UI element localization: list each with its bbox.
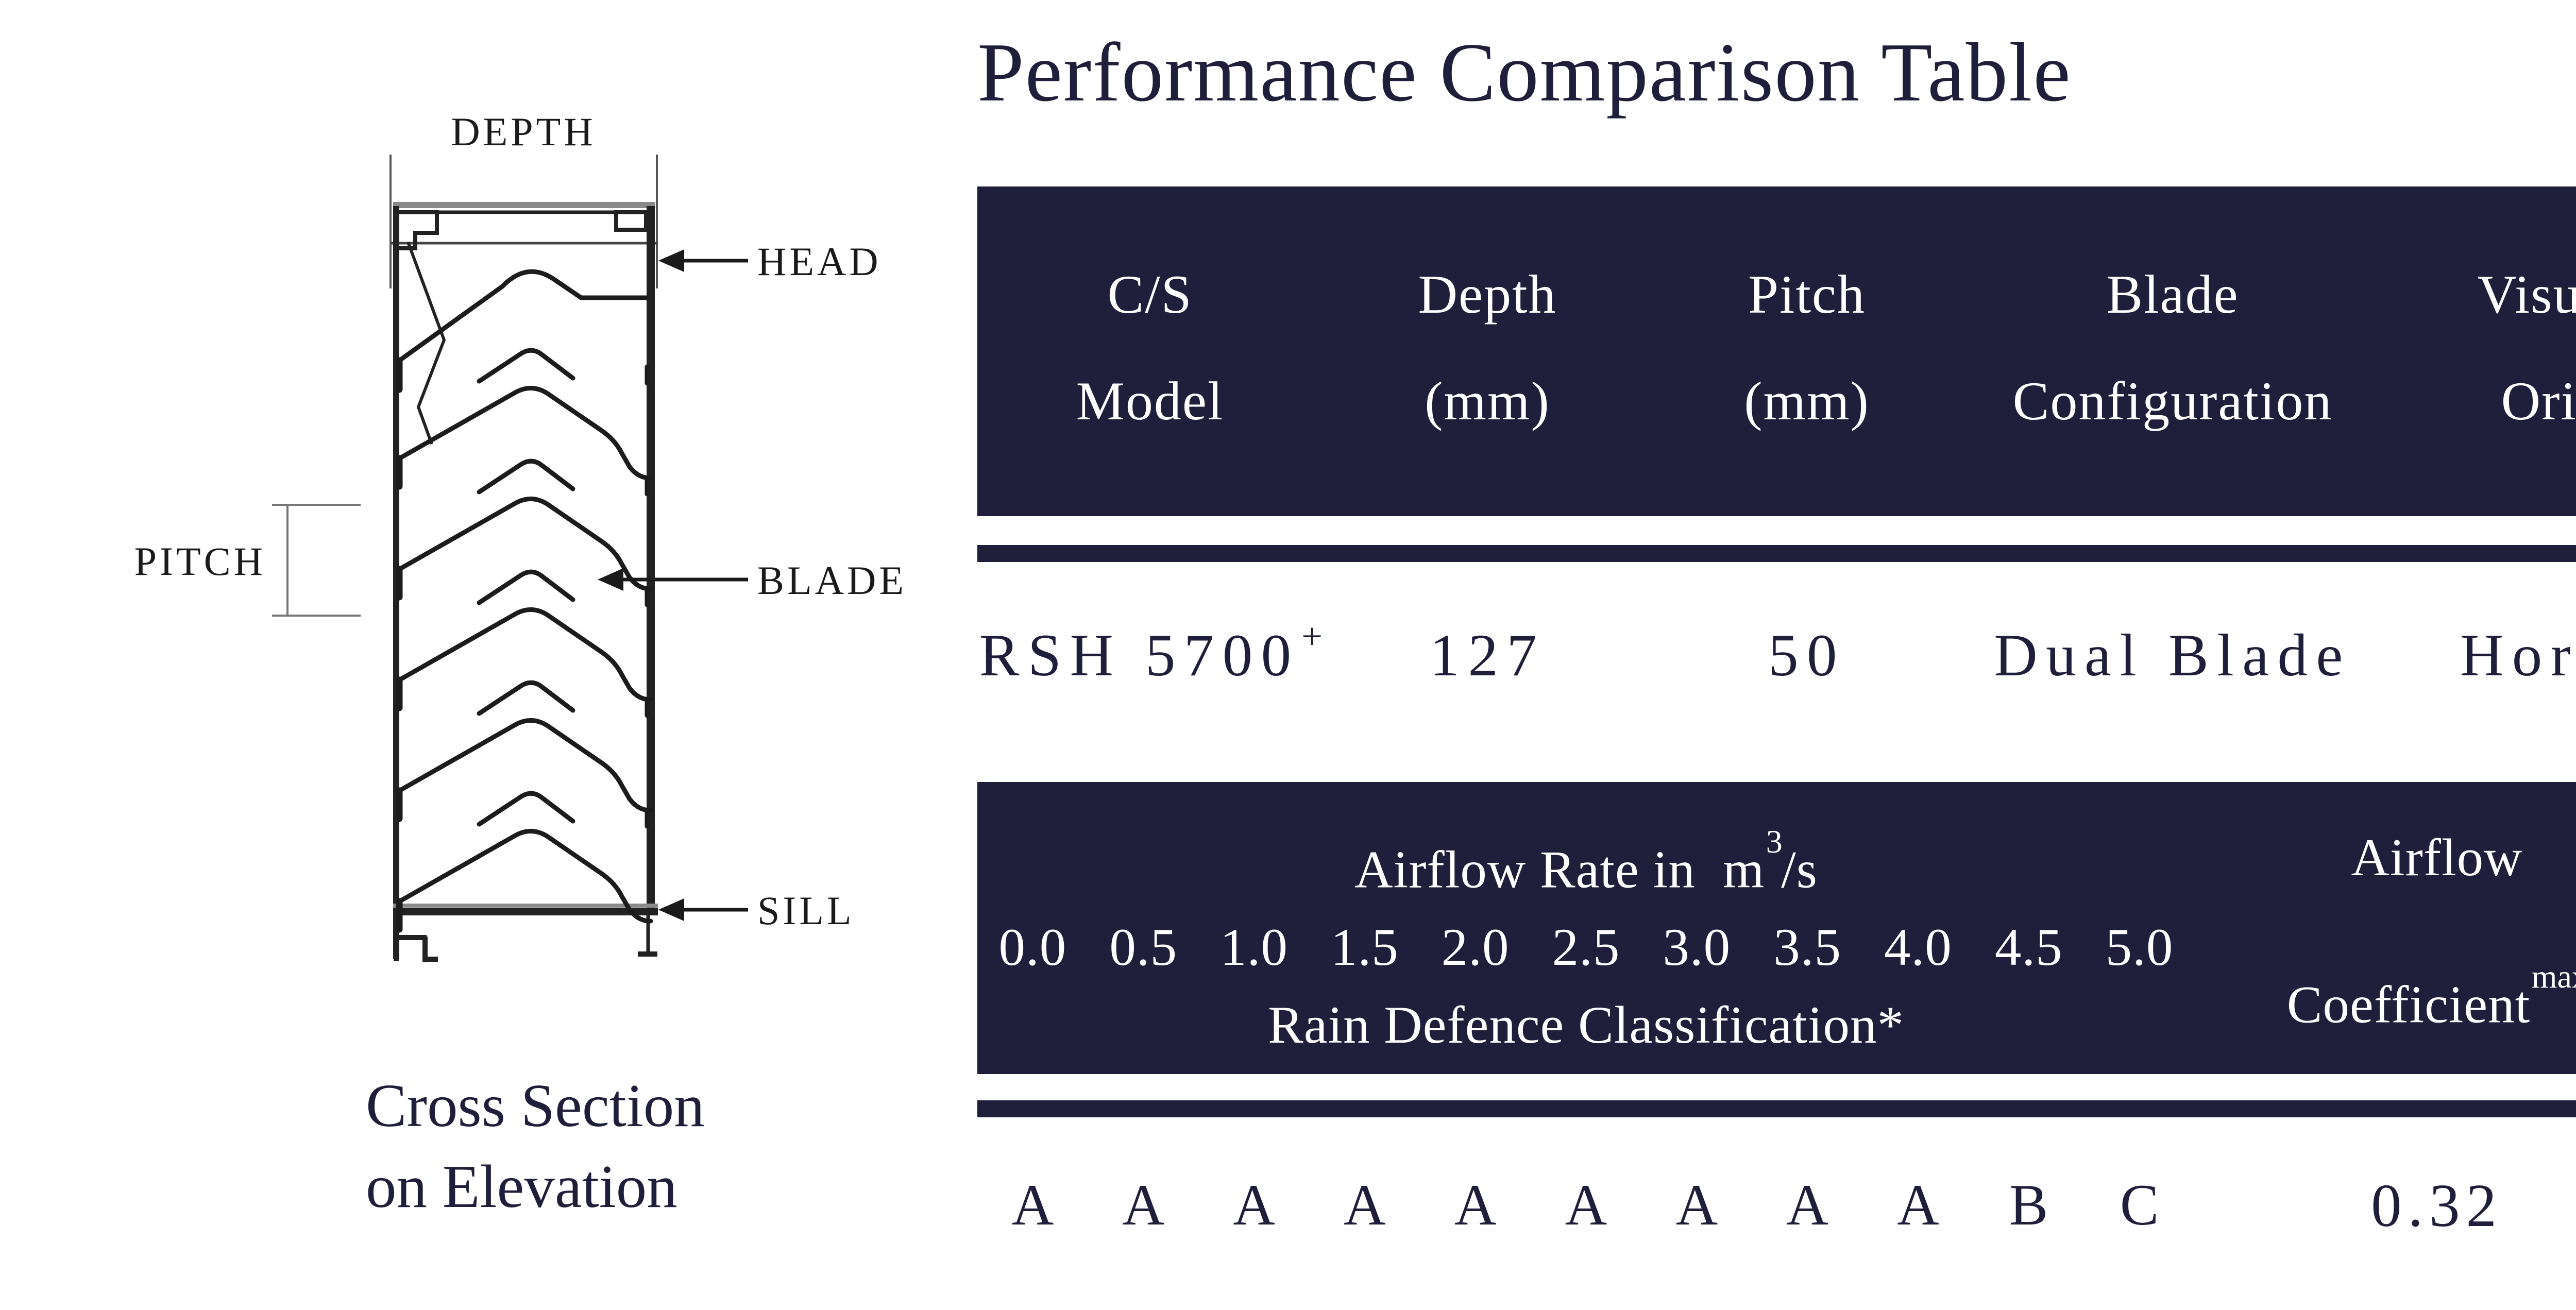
rain-defence-classification-title: Rain Defence Classification* xyxy=(1268,995,1904,1054)
sill-arrow-icon xyxy=(658,898,684,921)
table1-header-blade-configuration: Blade Configuration xyxy=(2012,264,2333,431)
table2-header-airflow-rate: Airflow Rate in m3/s 0.0 0.5 1.0 1.5 2.0… xyxy=(977,782,2195,1074)
table1-header-depth: Depth (mm) xyxy=(1418,264,1557,431)
classification-value: A xyxy=(1011,1173,1054,1237)
classification-value: A xyxy=(1454,1173,1497,1237)
depth-label: DEPTH xyxy=(451,109,596,154)
depth-dimension: DEPTH xyxy=(389,109,658,288)
louver-blades xyxy=(396,269,651,929)
model-superscript: + xyxy=(1301,615,1323,657)
head-callout: HEAD xyxy=(658,239,882,284)
table2-separator-navy xyxy=(977,1100,2576,1117)
table1-header-cs-model: C/S Model xyxy=(1076,264,1224,431)
sill-callout: SILL xyxy=(658,888,855,933)
diagram-caption: Cross Section on Elevation xyxy=(366,1065,705,1227)
classification-value: A xyxy=(1675,1173,1718,1237)
classification-value: A xyxy=(1233,1173,1275,1237)
table2-data-row: A A A A A A A A A B C 0.32 2 Excellent V… xyxy=(977,1146,2576,1265)
table2-separator xyxy=(977,1100,2576,1117)
table1-separator xyxy=(977,545,2576,562)
comparison-tables: C/S Model Depth (mm) Pitch (mm) Blade Co… xyxy=(977,0,2576,1310)
table2-header-airflow-coefficient: Airflow Coefficientmax xyxy=(2195,782,2576,1074)
table1-header-visual-blade-orientation: Visual Blade Orientation xyxy=(2477,264,2576,431)
classification-value: C xyxy=(2120,1173,2159,1237)
head-label: HEAD xyxy=(757,239,882,284)
airflow-rate-scale: 0.0 0.5 1.0 1.5 2.0 2.5 3.0 3.5 4.0 4.5 … xyxy=(998,918,2174,977)
blade-arrow-icon xyxy=(598,568,623,591)
blade-callout: BLADE xyxy=(598,558,907,603)
classification-value: A xyxy=(1565,1173,1607,1237)
cell-blade-configuration: Dual Blade xyxy=(1994,622,2351,689)
cell-orientation: Horizontal xyxy=(2460,622,2576,689)
table1-data-row: RSH 5700+ 127 50 Dual Blade Horizontal V… xyxy=(977,581,2576,730)
classification-value: A xyxy=(1122,1173,1165,1237)
blade-label: BLADE xyxy=(757,558,907,603)
table1-header-row: C/S Model Depth (mm) Pitch (mm) Blade Co… xyxy=(977,186,2576,516)
cell-depth: 127 xyxy=(1429,622,1546,689)
airflow-rate-title: Airflow Rate in m3/s xyxy=(1354,823,1818,899)
page-title: Performance Comparison Table xyxy=(977,26,2072,119)
caption-line2: on Elevation xyxy=(366,1152,677,1221)
table1-header-pitch: Pitch (mm) xyxy=(1744,264,1870,431)
head-arrow-icon xyxy=(658,249,684,272)
classification-value: A xyxy=(1786,1173,1828,1237)
classification-value: A xyxy=(1897,1173,1939,1237)
cell-model: RSH 5700 + xyxy=(979,615,1323,689)
cell-pitch: 50 xyxy=(1768,622,1845,689)
pitch-label: PITCH xyxy=(134,539,266,584)
cell-airflow-coefficient: 0.32 xyxy=(2371,1171,2503,1239)
caption-line1: Cross Section xyxy=(366,1071,705,1139)
table2-header-row: Airflow Rate in m3/s 0.0 0.5 1.0 1.5 2.0… xyxy=(977,782,2576,1074)
sill-label: SILL xyxy=(757,888,855,933)
cell-rain-defence-classifications: A A A A A A A A A B C xyxy=(977,1172,2195,1239)
classification-value: A xyxy=(1344,1173,1386,1237)
cross-section-diagram: DEPTH xyxy=(134,109,907,962)
pitch-callout: PITCH xyxy=(134,504,361,617)
classification-value: B xyxy=(2009,1173,2048,1237)
